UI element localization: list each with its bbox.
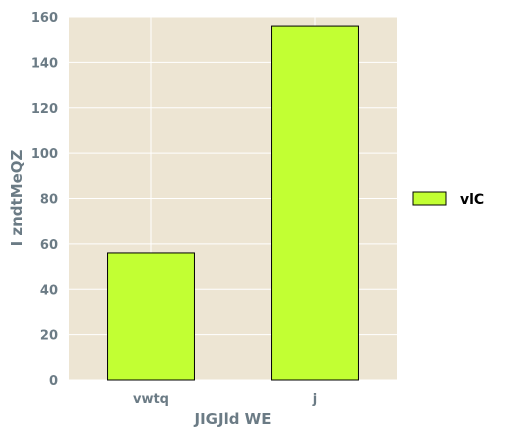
y-tick-label: 160 — [31, 11, 58, 26]
x-axis-title: JIGJld WE — [194, 410, 272, 428]
y-tick-label: 60 — [40, 238, 58, 253]
y-tick-label: 140 — [31, 56, 58, 71]
y-tick-label: 20 — [40, 329, 58, 344]
bars — [107, 25, 359, 381]
legend: vlC — [412, 191, 484, 208]
x-tick-label: j — [312, 392, 317, 407]
y-tick-label: 0 — [49, 374, 58, 389]
bar-vwtq — [107, 252, 195, 381]
y-tick-label: 120 — [31, 102, 58, 117]
y-axis-title: I zndtMeQZ — [8, 149, 26, 246]
y-tick-labels: 0 20 40 60 80 100 120 140 160 — [31, 11, 58, 389]
legend-swatch — [412, 191, 447, 206]
x-tick-labels: vwtq j — [133, 392, 317, 407]
y-tick-label: 80 — [40, 193, 58, 208]
y-tick-label: 100 — [31, 147, 58, 162]
legend-label: vlC — [460, 192, 484, 208]
y-tick-label: 40 — [40, 283, 58, 298]
x-tick-label: vwtq — [133, 392, 169, 407]
bar-j — [271, 25, 359, 381]
